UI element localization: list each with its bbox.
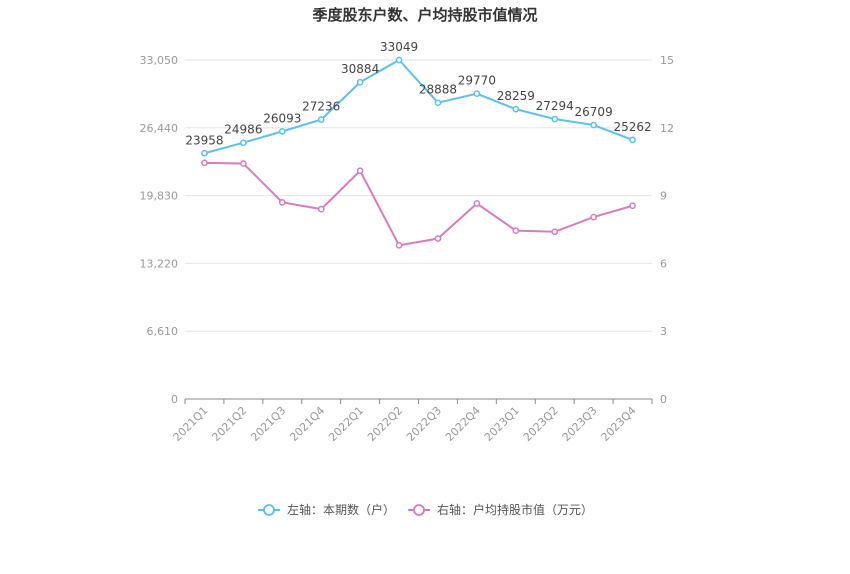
left-axis-tick-label: 19,830: [140, 190, 179, 203]
x-axis-category-label: 2022Q3: [404, 404, 444, 444]
x-axis-category-label: 2021Q1: [171, 404, 211, 444]
data-point-avg-holding-value: [551, 228, 559, 236]
x-axis-category-label: 2023Q4: [599, 404, 639, 444]
right-axis-tick-label: 9: [660, 190, 667, 203]
data-point-shareholder-count: [590, 121, 597, 129]
data-label: 27294: [536, 99, 574, 113]
x-axis-category-label: 2023Q1: [482, 404, 522, 444]
grid: [185, 59, 652, 332]
x-axis-category-label: 2021Q2: [209, 404, 249, 444]
x-axis-category-label: 2022Q2: [365, 404, 405, 444]
x-axis-category-label: 2022Q1: [326, 404, 366, 444]
data-point-avg-holding-value: [240, 160, 247, 167]
left-axis-tick-label: 26,440: [140, 122, 179, 135]
right-axis-tick-label: 12: [660, 122, 674, 135]
data-label: 27236: [302, 100, 340, 114]
data-point-avg-holding-value: [473, 200, 481, 207]
data-point-avg-holding-value: [278, 199, 286, 206]
right-axis-tick-label: 15: [660, 54, 674, 67]
series-line-avg-holding-value: [204, 161, 633, 247]
legend-item[interactable]: 右轴：户均持股市值（万元）: [408, 502, 593, 517]
left-axis-tick-label: 0: [171, 393, 178, 406]
x-axis-category-label: 2023Q2: [521, 404, 561, 444]
data-label: 24986: [224, 123, 262, 137]
legend-marker-icon: [263, 504, 275, 516]
x-axis-category-label: 2023Q3: [560, 404, 600, 444]
legend-marker-icon: [413, 504, 425, 516]
left-axis-tick-label: 33,050: [140, 54, 179, 67]
data-point-shareholder-count: [395, 56, 403, 64]
data-point-avg-holding-value: [512, 227, 520, 234]
data-label: 28888: [419, 83, 457, 97]
data-point-shareholder-count: [551, 115, 559, 123]
left-axis-tick-label: 6,610: [147, 325, 179, 338]
right-axis-tick-label: 3: [660, 325, 667, 338]
data-point-avg-holding-value: [434, 235, 442, 242]
data-label: 29770: [458, 74, 496, 88]
data-point-avg-holding-value: [395, 241, 403, 249]
data-point-shareholder-count: [201, 149, 208, 157]
data-point-avg-holding-value: [629, 202, 636, 210]
data-point-shareholder-count: [240, 139, 247, 147]
data-point-shareholder-count: [278, 128, 286, 135]
data-point-avg-holding-value: [590, 213, 597, 221]
data-point-shareholder-count: [434, 99, 442, 107]
data-label: 26709: [575, 105, 613, 119]
legend-label: 左轴：本期数（户）: [287, 502, 395, 517]
data-point-avg-holding-value: [317, 205, 325, 213]
data-point-shareholder-count: [512, 105, 520, 113]
data-label: 33049: [380, 40, 418, 54]
legend-item[interactable]: 左轴：本期数（户）: [258, 502, 395, 517]
data-point-shareholder-count: [629, 136, 636, 144]
x-axis-category-label: 2021Q4: [287, 404, 327, 444]
x-axis-category-label: 2022Q4: [443, 404, 483, 444]
data-point-shareholder-count: [317, 116, 325, 123]
data-point-avg-holding-value: [356, 167, 364, 175]
data-label: 30884: [341, 62, 379, 76]
chart-title: 季度股东户数、户均持股市值情况: [312, 6, 537, 24]
legend[interactable]: 左轴：本期数（户） 右轴：户均持股市值（万元）: [258, 502, 593, 517]
right-axis-tick-label: 0: [660, 393, 667, 406]
data-point-shareholder-count: [473, 90, 481, 97]
data-label: 28259: [497, 89, 535, 103]
data-label: 26093: [263, 111, 301, 125]
series-layer: [201, 56, 636, 249]
right-axis-tick-label: 6: [660, 257, 667, 270]
data-label: 25262: [613, 120, 651, 134]
series-line-shareholder-count: [204, 58, 633, 155]
legend-label: 右轴：户均持股市值（万元）: [437, 502, 593, 517]
data-point-avg-holding-value: [201, 159, 208, 167]
data-point-shareholder-count: [356, 78, 364, 86]
x-axis-category-label: 2021Q3: [248, 404, 288, 444]
left-axis-tick-label: 13,220: [140, 257, 179, 270]
data-label: 23958: [185, 133, 223, 147]
